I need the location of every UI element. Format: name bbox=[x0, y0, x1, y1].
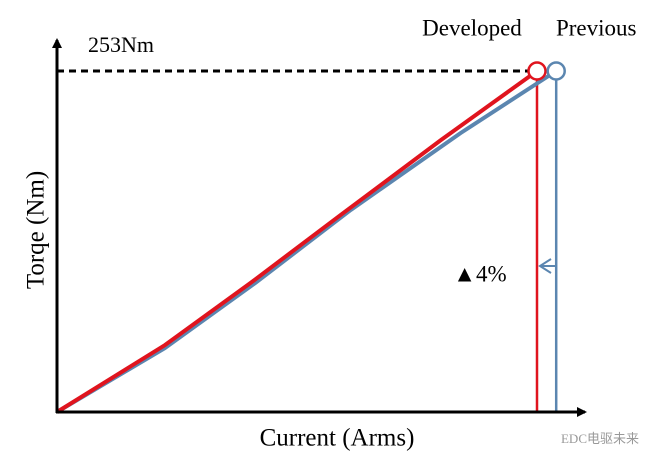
end-marker bbox=[527, 61, 547, 81]
series-line bbox=[55, 69, 558, 414]
watermark: EDC电驱未来 bbox=[561, 431, 639, 446]
delta-label: ▲4% bbox=[453, 261, 506, 286]
series-label: Developed bbox=[422, 15, 522, 40]
series-line bbox=[55, 69, 539, 414]
delta-arrowhead bbox=[538, 258, 552, 274]
series-label: Previous bbox=[556, 15, 637, 40]
y-axis-label: Torqe (Nm) bbox=[23, 171, 50, 289]
end-marker bbox=[546, 61, 566, 81]
reference-label: 253Nm bbox=[88, 32, 154, 57]
x-axis-label: Current (Arms) bbox=[260, 425, 415, 452]
